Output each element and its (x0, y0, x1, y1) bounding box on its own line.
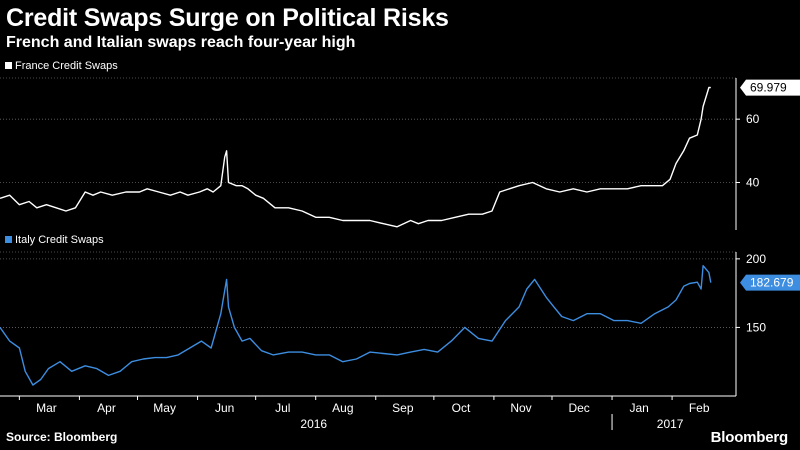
italy-series-line (0, 265, 712, 386)
france-tick-label: 60 (746, 112, 760, 126)
month-label: Jul (275, 401, 290, 415)
source-note: Source: Bloomberg (6, 430, 118, 444)
month-label: Aug (332, 401, 353, 415)
italy-last-value-label: 182.679 (750, 276, 794, 290)
month-label: Nov (510, 401, 531, 415)
france-tick-label: 40 (746, 176, 760, 190)
italy-tick-label: 150 (746, 320, 766, 334)
month-label: Mar (36, 401, 57, 415)
france-legend-swatch (5, 62, 12, 69)
italy-last-value-callout (740, 274, 800, 291)
france-last-value-label: 69.979 (750, 81, 787, 95)
year-label: 2017 (657, 417, 684, 431)
year-label: 2016 (300, 417, 327, 431)
chart-subtitle: French and Italian swaps reach four-year… (6, 34, 356, 51)
italy-tick-label: 200 (746, 252, 766, 266)
france-series-line (0, 86, 711, 228)
brand-logo: Bloomberg (710, 429, 789, 446)
france-legend-label: France Credit Swaps (15, 60, 118, 72)
month-label: Jun (215, 401, 234, 415)
italy-legend-swatch (5, 236, 12, 243)
italy-legend-label: Italy Credit Swaps (15, 234, 104, 246)
month-label: Feb (689, 401, 710, 415)
month-label: Apr (97, 401, 116, 415)
month-label: Dec (568, 401, 589, 415)
month-label: Jan (629, 401, 648, 415)
month-label: Sep (392, 401, 414, 415)
month-label: May (153, 401, 176, 415)
chart-title: Credit Swaps Surge on Political Risks (6, 4, 449, 32)
month-label: Oct (452, 401, 471, 415)
france-last-value-callout (740, 79, 800, 96)
